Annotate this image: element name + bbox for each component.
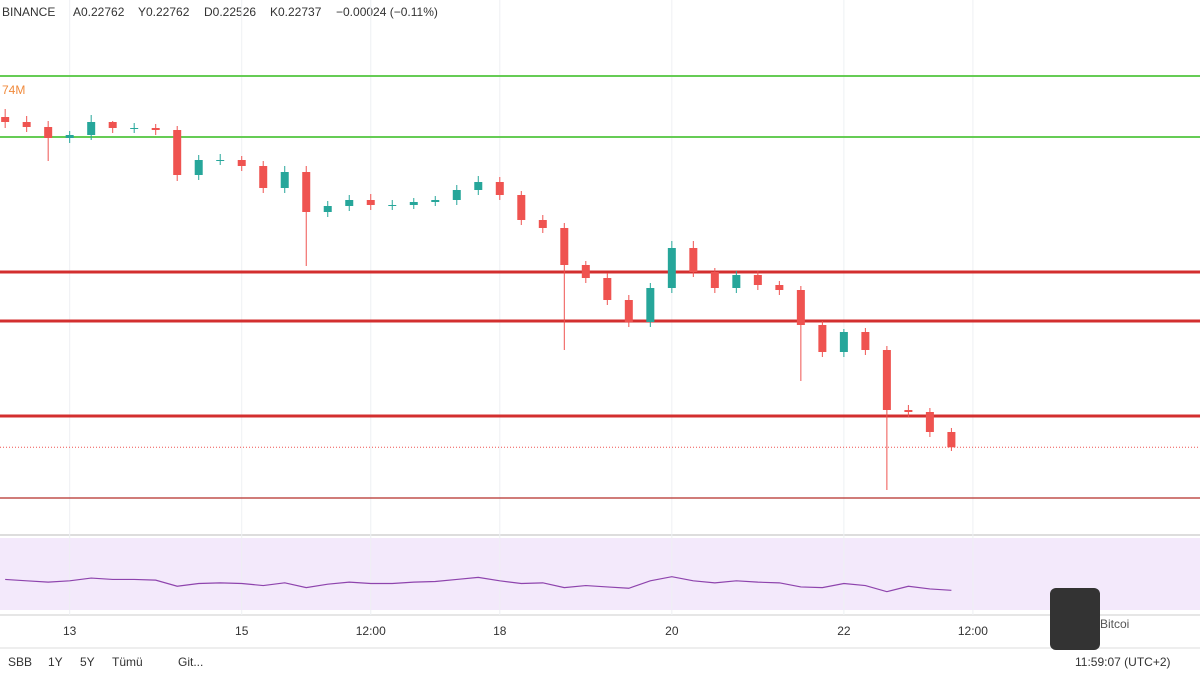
candle-body (65, 135, 74, 138)
candle-body (861, 332, 870, 350)
candle-body (194, 160, 203, 175)
candle-body (388, 205, 397, 206)
x-tick-label: 13 (63, 624, 77, 638)
ohlc-low: D0.22526 (204, 5, 256, 19)
candle-body (151, 128, 160, 130)
candle-body (345, 200, 354, 206)
candle-body (259, 166, 268, 188)
candle-body (173, 130, 182, 175)
candle-body (775, 285, 784, 290)
rsi-panel (0, 538, 1200, 610)
watermark-logo (1050, 588, 1100, 650)
candle-body (689, 248, 698, 272)
range-button[interactable]: 5Y (80, 655, 95, 669)
volume-label: 74M (2, 83, 25, 97)
candle-body (431, 200, 440, 202)
candle-body (560, 228, 569, 265)
goto-button[interactable]: Git... (178, 655, 203, 669)
candle-body (495, 182, 504, 195)
candle-body (44, 127, 53, 138)
exchange: BINANCE (2, 5, 55, 19)
candle-body (603, 278, 612, 300)
candle-body (624, 300, 633, 322)
watermark: Bitcoi (1100, 617, 1129, 631)
ohlc-high: Y0.22762 (138, 5, 190, 19)
x-tick-label: 12:00 (958, 624, 988, 638)
candle-body (87, 122, 96, 135)
candle-body (452, 190, 461, 200)
clock: 11:59:07 (UTC+2) (1075, 655, 1171, 669)
candle-body (237, 160, 246, 166)
candle-body (409, 202, 418, 205)
candle-body (882, 350, 891, 410)
candle-body (280, 172, 289, 188)
candle-body (517, 195, 526, 220)
candle-body (667, 248, 676, 288)
ohlc-open: A0.22762 (73, 5, 125, 19)
candle-body (130, 128, 139, 129)
candle-body (732, 275, 741, 288)
candle-body (302, 172, 311, 212)
candle-body (839, 332, 848, 352)
candle-body (323, 206, 332, 212)
candle-body (947, 432, 956, 448)
candle-body (216, 160, 225, 161)
range-button[interactable]: SBB (8, 655, 32, 669)
x-tick-label: 15 (235, 624, 249, 638)
candle-body (538, 220, 547, 228)
candle-body (796, 290, 805, 325)
range-button[interactable]: 1Y (48, 655, 63, 669)
candle-body (818, 325, 827, 352)
x-tick-label: 12:00 (356, 624, 386, 638)
candle-body (925, 412, 934, 432)
candle-body (366, 200, 375, 205)
rsi-line (5, 576, 952, 593)
candle-body (581, 265, 590, 278)
candle-body (22, 122, 31, 127)
candle-body (474, 182, 483, 190)
candle-body (646, 288, 655, 322)
candle-body (1, 117, 10, 122)
candle-body (904, 410, 913, 412)
x-tick-label: 18 (493, 624, 507, 638)
x-tick-label: 22 (837, 624, 851, 638)
ohlc-close: K0.22737 (270, 5, 322, 19)
x-tick-label: 20 (665, 624, 679, 638)
range-button[interactable]: Tümü (112, 655, 143, 669)
candle-body (710, 272, 719, 288)
candle-body (108, 122, 117, 128)
candle-body (753, 275, 762, 285)
ohlc-change: −0.00024 (−0.11%) (336, 5, 438, 19)
